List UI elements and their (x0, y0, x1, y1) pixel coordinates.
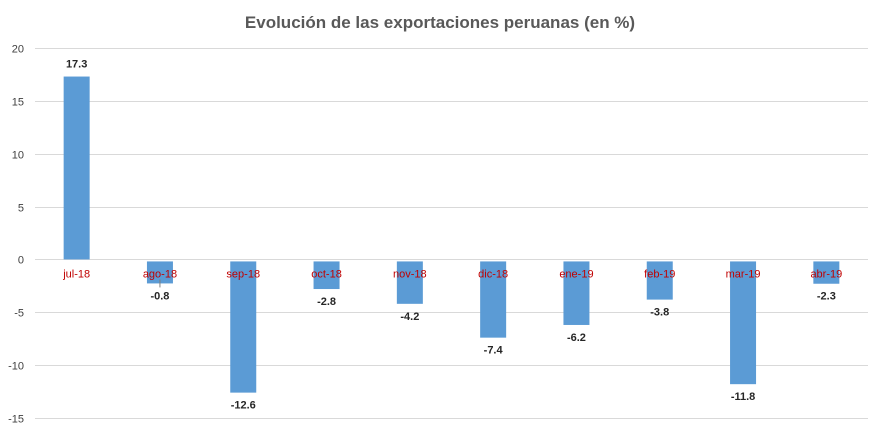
bar-feb-19 (646, 261, 673, 300)
y-axis-ticks: 20 15 10 5 0 -5 -10 -15 (8, 44, 24, 426)
data-label-abr-19: -2.3 (817, 291, 836, 303)
bars (63, 76, 840, 393)
bar-jul-18 (63, 76, 90, 260)
chart-title: Evolución de las exportaciones peruanas … (245, 13, 635, 32)
category-label-dic-18: dic-18 (478, 268, 508, 280)
data-label-nov-18: -4.2 (400, 311, 419, 323)
bar-ene-19 (563, 261, 590, 325)
y-tick-label: 20 (12, 44, 24, 56)
y-tick-label: -10 (8, 361, 24, 373)
y-tick-label: -15 (8, 414, 24, 426)
data-label-feb-19: -3.8 (650, 307, 669, 319)
category-label-abr-19: abr-19 (810, 268, 842, 280)
y-tick-label: 0 (18, 255, 24, 267)
data-label-jul-18: 17.3 (66, 59, 87, 71)
data-label-ene-19: -6.2 (567, 332, 586, 344)
bar-dic-18 (480, 261, 507, 338)
data-labels: 17.3 -0.8 -12.6 -2.8 -4.2 -7.4 -6.2 -3.8 -11.8 -2… (66, 59, 836, 412)
category-label-nov-18: nov-18 (393, 268, 427, 280)
y-tick-label: 15 (12, 97, 24, 109)
category-label-mar-19: mar-19 (726, 268, 761, 280)
bar-mar-19 (730, 261, 757, 385)
data-label-sep-18: -12.6 (231, 400, 256, 412)
y-tick-label: 10 (12, 150, 24, 162)
bar-oct-18 (313, 261, 340, 290)
bar-ago-18 (146, 261, 173, 284)
category-label-ago-18: ago-18 (143, 268, 177, 280)
category-label-oct-18: oct-18 (311, 268, 342, 280)
category-label-ene-19: ene-19 (559, 268, 593, 280)
category-labels: jul-18 ago-18 sep-18 oct-18 nov-18 dic-18 ene-… (62, 268, 842, 280)
bar-nov-18 (396, 261, 423, 304)
bar-abr-19 (813, 261, 840, 284)
category-label-sep-18: sep-18 (226, 268, 260, 280)
gridlines (35, 48, 868, 419)
category-label-feb-19: feb-19 (644, 268, 675, 280)
data-label-oct-18: -2.8 (317, 296, 336, 308)
data-label-mar-19: -11.8 (731, 391, 755, 403)
category-label-jul-18: jul-18 (62, 268, 90, 280)
y-tick-label: -5 (14, 308, 24, 320)
y-tick-label: 5 (18, 203, 24, 215)
data-label-dic-18: -7.4 (484, 345, 504, 357)
data-label-ago-18: -0.8 (150, 290, 169, 302)
bar-sep-18 (230, 261, 257, 393)
